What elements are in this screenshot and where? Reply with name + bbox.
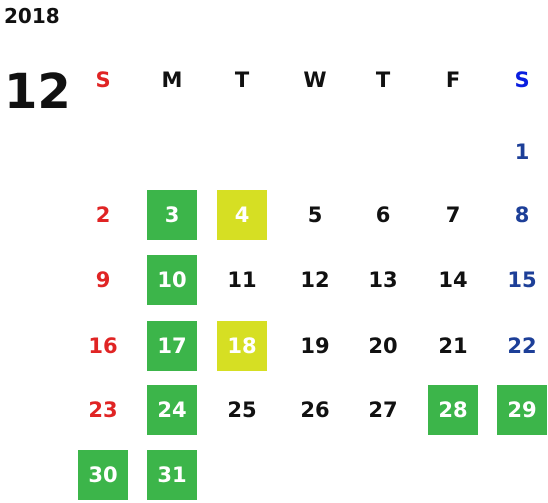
- weekday-header: F: [445, 68, 461, 92]
- weekday-header: T: [234, 68, 250, 92]
- day-cell: 11: [227, 268, 257, 292]
- day-cell: 3: [147, 190, 197, 240]
- day-cell: 10: [147, 255, 197, 305]
- weekday-header: W: [303, 68, 327, 92]
- day-cell: 28: [428, 385, 478, 435]
- month: 12: [4, 64, 71, 120]
- day-cell: 20: [368, 334, 398, 358]
- day-cell: 26: [300, 398, 330, 422]
- day-cell: 2: [95, 203, 111, 227]
- day-cell: 29: [497, 385, 547, 435]
- day-cell: 23: [88, 398, 118, 422]
- day-cell: 31: [147, 450, 197, 500]
- day-cell: 12: [300, 268, 330, 292]
- year: 2018: [4, 4, 60, 28]
- day-cell: 6: [375, 203, 391, 227]
- day-cell: 17: [147, 321, 197, 371]
- day-cell: 19: [300, 334, 330, 358]
- weekday-header: T: [375, 68, 391, 92]
- day-cell: 4: [217, 190, 267, 240]
- day-cell: 13: [368, 268, 398, 292]
- day-cell: 25: [227, 398, 257, 422]
- day-cell: 24: [147, 385, 197, 435]
- day-cell: 1: [514, 140, 530, 164]
- day-cell: 5: [307, 203, 323, 227]
- day-cell: 21: [438, 334, 468, 358]
- day-cell: 7: [445, 203, 461, 227]
- day-cell: 30: [78, 450, 128, 500]
- day-cell: 9: [95, 268, 111, 292]
- day-cell: 8: [514, 203, 530, 227]
- day-cell: 15: [507, 268, 537, 292]
- day-cell: 14: [438, 268, 468, 292]
- day-cell: 22: [507, 334, 537, 358]
- weekday-header: S: [514, 68, 530, 92]
- weekday-header: S: [95, 68, 111, 92]
- day-cell: 27: [368, 398, 398, 422]
- day-cell: 18: [217, 321, 267, 371]
- weekday-header: M: [161, 68, 183, 92]
- day-cell: 16: [88, 334, 118, 358]
